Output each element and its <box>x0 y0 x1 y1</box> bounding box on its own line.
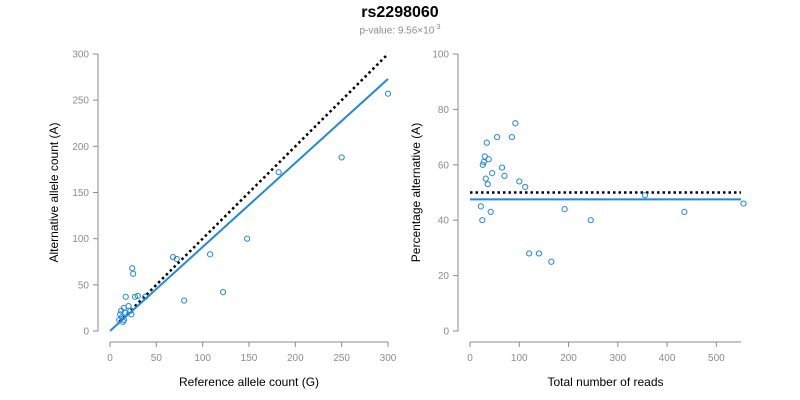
left-data-point <box>142 293 149 300</box>
right-data-point <box>512 120 519 127</box>
left-x-tick-label: 200 <box>287 353 304 364</box>
left-y-axis-label: Alternative allele count (A) <box>47 122 61 262</box>
left-x-tick-label: 100 <box>194 353 211 364</box>
left-data-point <box>169 254 177 261</box>
left-data-point <box>127 307 134 314</box>
left-data-point <box>129 265 136 272</box>
right-data-point <box>494 134 501 141</box>
right-data-point <box>480 158 487 166</box>
left-y-tick-label: 50 <box>78 280 90 291</box>
left-data-point <box>120 316 128 324</box>
right-data-point <box>487 208 494 215</box>
left-x-tick-label: 250 <box>333 353 350 364</box>
right-x-tick-label: 300 <box>609 353 626 364</box>
right-data-point <box>516 178 523 185</box>
left-x-axis-label: Reference allele count (G) <box>179 375 319 389</box>
right-data-point <box>501 172 508 179</box>
right-x-tick-label: 200 <box>560 353 577 364</box>
right-x-tick-label: 100 <box>511 353 528 364</box>
left-y-tick-label: 150 <box>72 188 89 199</box>
left-data-point <box>122 293 129 300</box>
left-data-point <box>128 311 135 318</box>
left-x-tick-label: 300 <box>380 353 397 364</box>
right-data-point <box>479 161 486 168</box>
p-value-exponent: -3 <box>434 24 441 31</box>
chart-subtitle: p-value: 9.56×10-3 <box>0 24 800 36</box>
left-y-tick-label: 300 <box>72 50 89 61</box>
right-x-tick-label: 0 <box>467 353 473 364</box>
right-data-point <box>740 200 747 207</box>
right-y-tick-label: 80 <box>438 105 450 116</box>
left-data-point <box>131 293 139 300</box>
right-data-point <box>587 217 594 224</box>
left-data-point <box>244 235 251 242</box>
left-data-point <box>384 90 392 97</box>
left-x-tick-label: 150 <box>241 353 258 364</box>
right-x-tick-label: 500 <box>708 353 725 364</box>
right-y-tick-label: 0 <box>443 327 449 338</box>
right-data-point <box>489 170 496 177</box>
left-data-point <box>275 169 282 176</box>
right-data-point <box>479 217 486 224</box>
chart-title: rs2298060 <box>361 4 439 21</box>
left-x-tick-label: 50 <box>151 353 163 364</box>
right-y-tick-label: 60 <box>438 160 450 171</box>
left-fit-line <box>109 78 389 332</box>
left-data-point <box>206 251 214 258</box>
right-data-point <box>484 181 491 188</box>
left-data-point <box>134 292 141 300</box>
right-data-point <box>508 134 515 141</box>
left-reference-line <box>118 53 389 323</box>
right-data-point <box>681 208 688 215</box>
right-y-axis-label: Percentage alternative (A) <box>409 123 423 262</box>
left-y-tick-label: 200 <box>72 142 89 153</box>
left-y-tick-label: 100 <box>72 234 89 245</box>
right-y-tick-label: 20 <box>438 271 450 282</box>
right-data-point <box>485 156 492 163</box>
p-value-text: p-value: 9.56×10 <box>359 25 435 37</box>
right-x-axis-label: Total number of reads <box>547 375 663 389</box>
right-data-point <box>477 203 484 210</box>
left-data-point <box>121 309 128 316</box>
right-data-point <box>498 164 506 171</box>
left-data-point <box>173 255 180 263</box>
right-data-point <box>482 175 489 182</box>
right-data-point <box>526 250 533 257</box>
right-data-point <box>641 192 649 199</box>
left-x-tick-label: 0 <box>107 353 113 364</box>
left-data-point <box>338 154 345 161</box>
left-data-point <box>181 297 188 304</box>
right-y-tick-label: 100 <box>432 50 449 61</box>
right-data-point <box>483 139 490 146</box>
right-data-point <box>561 206 568 213</box>
right-data-point <box>535 250 543 257</box>
right-data-point <box>548 258 555 265</box>
left-data-point <box>219 289 227 296</box>
right-x-tick-label: 400 <box>659 353 676 364</box>
left-y-tick-label: 250 <box>72 96 89 107</box>
left-y-tick-label: 0 <box>83 327 89 338</box>
left-data-point <box>130 270 137 277</box>
right-data-point <box>522 183 529 191</box>
right-y-tick-label: 40 <box>438 216 450 227</box>
